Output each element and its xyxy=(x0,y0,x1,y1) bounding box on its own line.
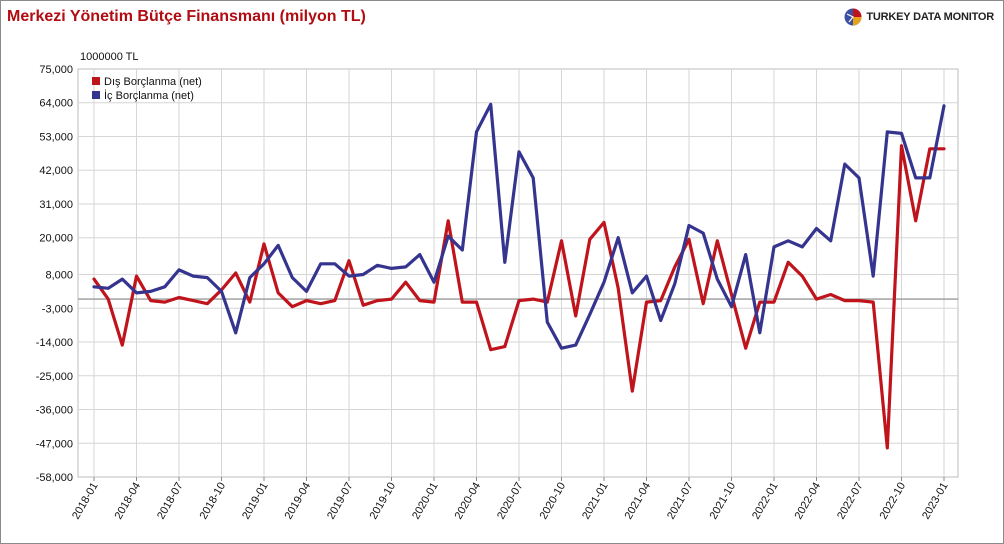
y-tick-label: -36,000 xyxy=(36,405,73,417)
x-tick-label: 2022-04 xyxy=(793,481,824,522)
legend-label: Dış Borçlanma (net) xyxy=(104,76,202,88)
x-tick-label: 2018-04 xyxy=(113,481,144,522)
chart-title: Merkezi Yönetim Bütçe Finansmanı (milyon… xyxy=(7,8,366,25)
y-tick-label: 8,000 xyxy=(45,270,73,282)
x-tick-label: 2018-10 xyxy=(198,481,229,522)
legend-swatch xyxy=(92,91,100,99)
plot-area xyxy=(77,68,959,478)
brand-name: TURKEY DATA MONITOR xyxy=(866,11,994,23)
y-tick-label: 20,000 xyxy=(39,233,73,245)
x-tick-label: 2022-10 xyxy=(878,481,909,522)
x-tick-label: 2020-10 xyxy=(538,481,569,522)
x-tick-label: 2019-10 xyxy=(368,481,399,522)
x-tick-label: 2023-01 xyxy=(920,481,951,522)
y-tick-label: -14,000 xyxy=(36,337,73,349)
x-tick-label: 2019-04 xyxy=(283,481,314,522)
series-line-ic-borclanma xyxy=(92,102,946,350)
x-tick-label: 2022-01 xyxy=(750,481,781,522)
globe-logo-icon xyxy=(844,8,862,26)
y-tick-label: 75,000 xyxy=(39,64,73,76)
y-tick-label: 53,000 xyxy=(39,131,73,143)
x-tick-label: 2021-07 xyxy=(665,481,696,522)
unit-label: 1000000 TL xyxy=(80,51,139,63)
y-tick-label: 42,000 xyxy=(39,165,73,177)
y-tick-label: -47,000 xyxy=(36,438,73,450)
x-tick-label: 2021-01 xyxy=(580,481,611,522)
y-tick-label: -25,000 xyxy=(36,371,73,383)
legend-label: İç Borçlanma (net) xyxy=(104,89,194,102)
x-tick-label: 2019-07 xyxy=(325,481,356,522)
x-tick-label: 2022-07 xyxy=(835,481,866,522)
x-tick-label: 2020-07 xyxy=(495,481,526,522)
x-tick-label: 2020-01 xyxy=(410,481,441,522)
x-tick-label: 2018-01 xyxy=(70,481,101,522)
x-tick-label: 2020-04 xyxy=(453,481,484,522)
y-tick-label: -58,000 xyxy=(36,472,73,484)
y-tick-label: 64,000 xyxy=(39,98,73,110)
x-tick-label: 2021-10 xyxy=(708,481,739,522)
y-tick-label: -3,000 xyxy=(42,303,73,315)
x-tick-label: 2018-07 xyxy=(155,481,186,522)
y-tick-label: 31,000 xyxy=(39,199,73,211)
brand-logo: TURKEY DATA MONITOR xyxy=(844,8,994,26)
x-tick-label: 2021-04 xyxy=(623,481,654,522)
series-line-dis-borclanma xyxy=(92,144,946,450)
legend-swatch xyxy=(92,77,100,85)
x-tick-label: 2019-01 xyxy=(240,481,271,522)
